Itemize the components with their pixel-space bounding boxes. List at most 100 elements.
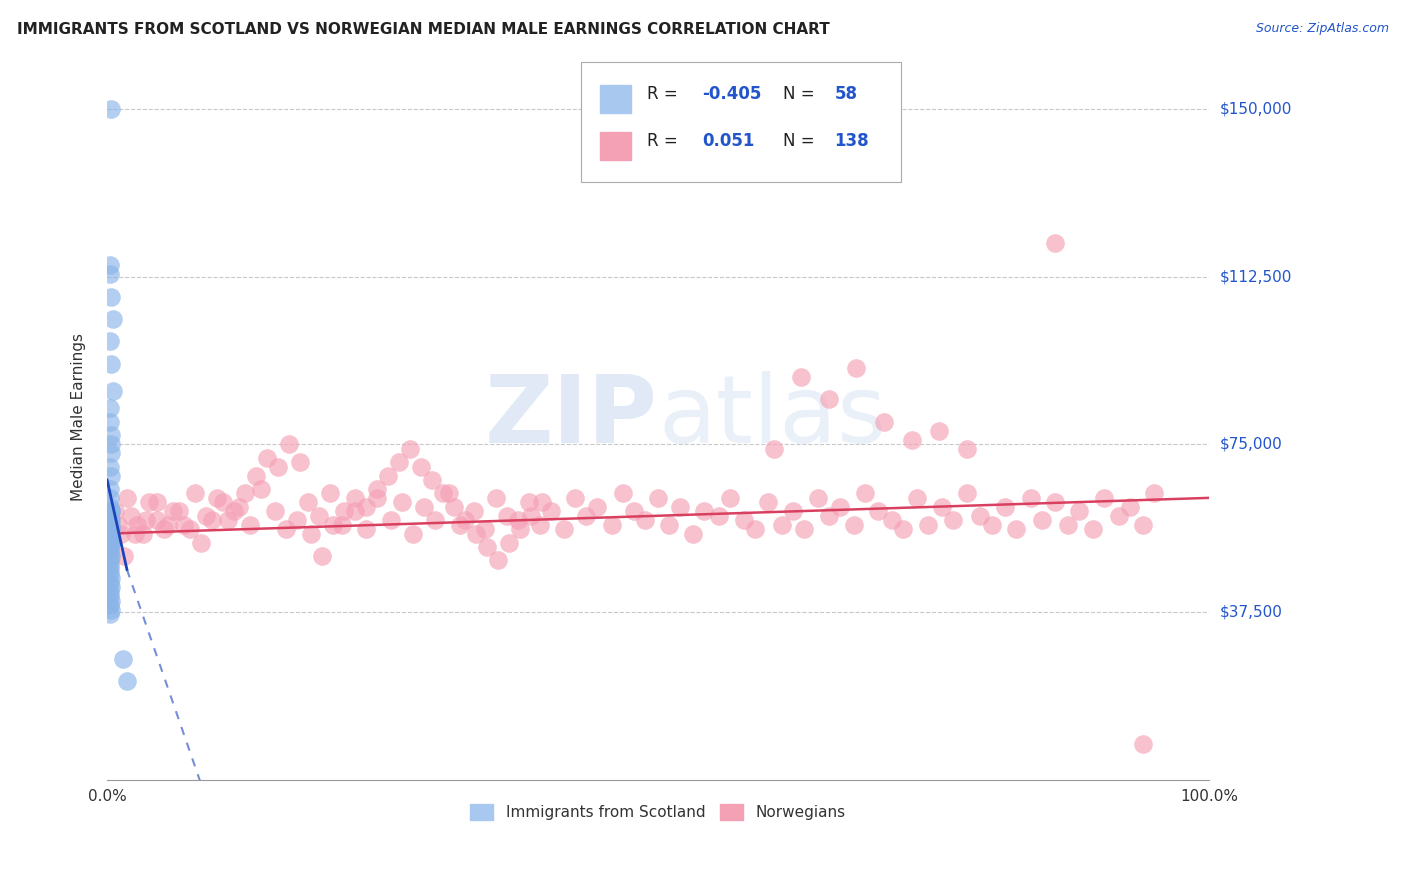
Point [115, 491, 138, 505]
Point [124, 526, 146, 541]
Point [1019, 491, 1042, 505]
Point [250, 482, 273, 496]
Point [267, 459, 290, 474]
Point [100, 598, 122, 612]
Point [1067, 504, 1090, 518]
Point [756, 495, 779, 509]
Point [100, 535, 122, 549]
Point [100, 468, 122, 483]
Point [1132, 737, 1154, 751]
Text: 138: 138 [834, 132, 869, 150]
Point [969, 508, 991, 523]
Point [100, 500, 122, 514]
Point [100, 517, 122, 532]
Point [100, 544, 122, 558]
Point [377, 468, 399, 483]
Text: 0.051: 0.051 [702, 132, 755, 150]
Point [520, 508, 543, 523]
Point [354, 500, 377, 514]
Point [222, 504, 245, 518]
Point [517, 495, 540, 509]
Text: N =: N = [783, 132, 820, 150]
Point [100, 549, 122, 563]
Point [707, 508, 730, 523]
Point [211, 495, 233, 509]
Point [297, 495, 319, 509]
Point [318, 486, 340, 500]
Point [693, 504, 716, 518]
Point [104, 504, 127, 518]
Point [100, 522, 122, 536]
Point [100, 491, 122, 505]
Point [1132, 517, 1154, 532]
Point [190, 535, 212, 549]
Point [100, 526, 122, 541]
Point [100, 334, 122, 349]
Point [1083, 522, 1105, 536]
Point [956, 486, 979, 500]
Point [344, 491, 367, 505]
Point [100, 531, 122, 545]
Point [100, 428, 122, 442]
FancyBboxPatch shape [581, 62, 900, 182]
Point [285, 513, 308, 527]
Point [100, 290, 122, 304]
Text: R =: R = [647, 132, 683, 150]
Point [1005, 522, 1028, 536]
Point [399, 442, 422, 456]
Point [486, 553, 509, 567]
Point [100, 535, 122, 549]
Text: ZIP: ZIP [485, 371, 658, 463]
Point [288, 455, 311, 469]
Point [100, 562, 122, 576]
Point [564, 491, 586, 505]
Point [413, 500, 436, 514]
Point [179, 522, 201, 536]
Point [201, 513, 224, 527]
Point [658, 517, 681, 532]
Point [100, 267, 122, 281]
Point [388, 455, 411, 469]
Point [529, 517, 551, 532]
Point [443, 500, 465, 514]
Point [100, 593, 122, 607]
Point [100, 513, 122, 527]
Text: N =: N = [783, 85, 820, 103]
Point [100, 553, 122, 567]
Point [167, 504, 190, 518]
Point [844, 517, 866, 532]
Point [344, 504, 367, 518]
Point [853, 486, 876, 500]
Point [354, 522, 377, 536]
Point [100, 401, 122, 416]
Text: 58: 58 [834, 85, 858, 103]
Point [498, 535, 520, 549]
Point [508, 513, 530, 527]
Point [274, 522, 297, 536]
Point [322, 517, 344, 532]
Point [1108, 508, 1130, 523]
Point [100, 566, 122, 581]
Point [1143, 486, 1166, 500]
Point [111, 652, 134, 666]
Text: Source: ZipAtlas.com: Source: ZipAtlas.com [1256, 22, 1389, 36]
Point [942, 513, 965, 527]
Point [437, 486, 460, 500]
Text: $37,500: $37,500 [1220, 605, 1284, 619]
Point [868, 504, 890, 518]
Point [156, 517, 179, 532]
Point [100, 575, 122, 590]
Point [647, 491, 669, 505]
Point [1119, 500, 1142, 514]
Point [100, 482, 122, 496]
Point [101, 384, 124, 398]
Point [239, 517, 262, 532]
Point [115, 674, 138, 689]
Point [366, 482, 388, 496]
Point [1043, 495, 1066, 509]
Point [100, 522, 122, 536]
Point [425, 513, 447, 527]
Point [101, 312, 124, 326]
Point [928, 424, 950, 438]
Point [228, 500, 250, 514]
